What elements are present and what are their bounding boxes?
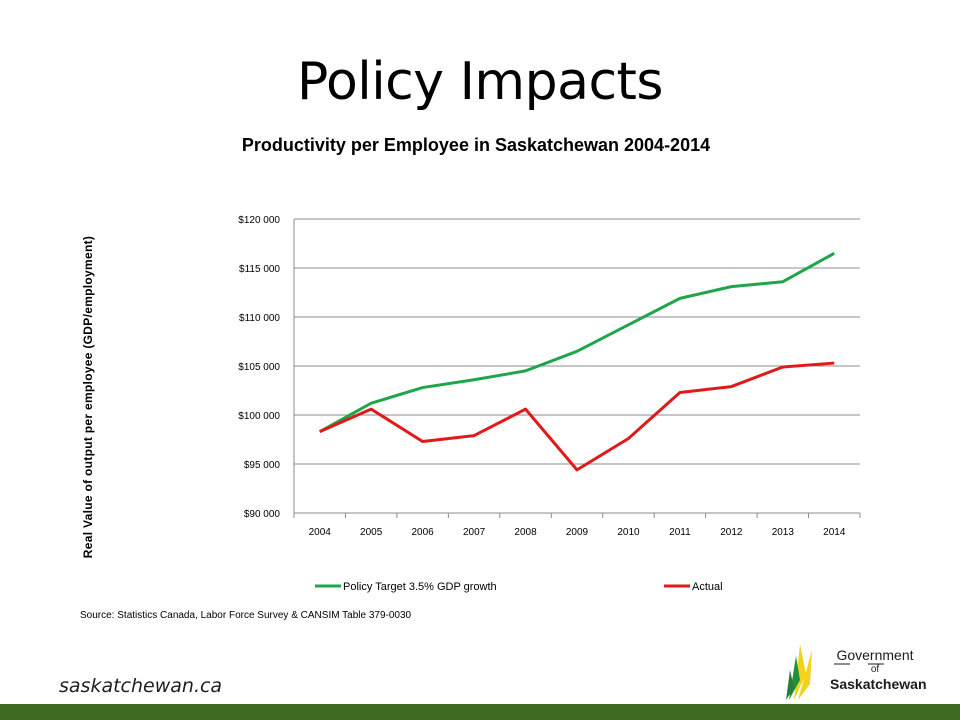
slide-title: Policy Impacts [296,52,664,112]
government-wheat-logo-icon [786,644,884,700]
y-tick-label: $120 000 [238,215,280,226]
y-tick-label: $115 000 [239,264,280,275]
website-link[interactable]: saskatchewan.ca [59,675,223,697]
logo-line-saskatchewan: Saskatchewan [830,676,927,692]
y-axis-ticks: $90 000 $95 000 $100 000 $105 000 $110 000 $1… [238,215,280,520]
legend-label: Policy Target 3.5% GDP growth [343,581,497,593]
x-tick-label: 2014 [823,527,846,538]
x-tick-label: 2009 [566,527,589,538]
x-axis-ticks: 2004 2005 2006 2007 2008 2009 2010 2011 2012 2013… [293,513,861,538]
footer-bar [0,704,960,720]
y-tick-label: $95 000 [244,460,281,471]
chart-legend: Policy Target 3.5% GDP growth Actual [315,581,723,593]
y-axis-title: Real Value of output per employee (GDP/e… [81,235,95,559]
x-tick-label: 2010 [617,527,640,538]
y-tick-label: $100 000 [238,411,280,422]
series-line-policy-target [319,251,835,433]
chart-title: Productivity per Employee in Saskatchewa… [242,135,710,155]
series-line-actual [319,361,835,472]
y-tick-label: $90 000 [244,509,281,520]
x-tick-label: 2004 [309,527,332,538]
x-tick-label: 2005 [360,527,383,538]
chart-series [319,251,835,472]
chart: Productivity per Employee in Saskatchewa… [238,135,861,593]
y-tick-label: $105 000 [238,362,280,373]
chart-grid [293,218,860,514]
x-tick-label: 2013 [772,527,795,538]
government-logo-text: Government of Saskatchewan [830,647,927,692]
legend-label: Actual [692,581,723,593]
logo-line-government: Government [836,647,914,663]
x-tick-label: 2012 [720,527,743,538]
x-tick-label: 2006 [412,527,435,538]
source-note: Source: Statistics Canada, Labor Force S… [80,610,412,621]
y-tick-label: $110 000 [239,313,280,324]
x-tick-label: 2007 [463,527,486,538]
logo-line-of: of [870,664,880,675]
x-tick-label: 2008 [514,527,537,538]
x-tick-label: 2011 [669,527,691,538]
